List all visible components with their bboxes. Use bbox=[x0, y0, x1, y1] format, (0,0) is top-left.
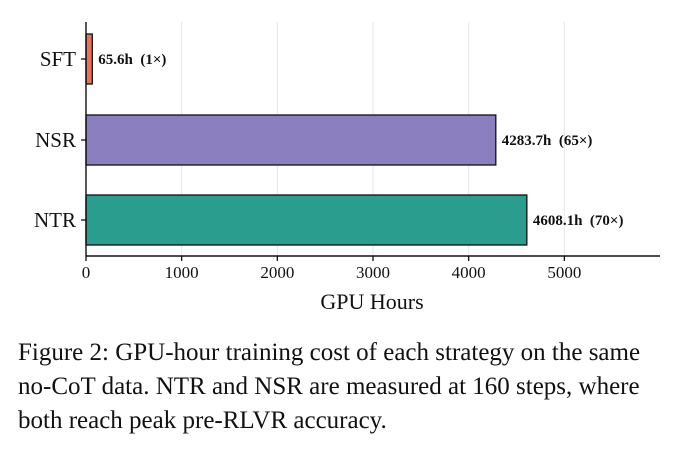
x-tick-label-5000: 5000 bbox=[547, 263, 581, 282]
y-tick-label-sft: SFT bbox=[40, 47, 76, 71]
y-tick-label-nsr: NSR bbox=[35, 128, 76, 152]
labels: 65.6h (1×) SFT 4283.7h (65×) NSR 4608.1h (70… bbox=[34, 47, 623, 282]
bars bbox=[85, 33, 528, 246]
x-axis-label: GPU Hours bbox=[320, 289, 423, 314]
data-label-ntr: 4608.1h (70×) bbox=[533, 213, 624, 229]
x-tick-label-3000: 3000 bbox=[356, 263, 390, 282]
y-tick-label-ntr: NTR bbox=[34, 208, 76, 232]
x-tick-label-1000: 1000 bbox=[165, 263, 199, 282]
x-tick-label-4000: 4000 bbox=[452, 263, 486, 282]
x-tick-label-2000: 2000 bbox=[260, 263, 294, 282]
axes bbox=[81, 22, 660, 261]
data-label-sft: 65.6h (1×) bbox=[98, 52, 166, 68]
bar-sft bbox=[85, 33, 93, 85]
bar-ntr bbox=[85, 194, 528, 246]
bar-chart: 65.6h (1×) SFT 4283.7h (65×) NSR 4608.1h (70… bbox=[34, 22, 660, 314]
bar-nsr bbox=[85, 114, 497, 166]
data-label-nsr: 4283.7h (65×) bbox=[502, 133, 593, 149]
x-tick-label-0: 0 bbox=[82, 263, 91, 282]
figure-caption: Figure 2: GPU-hour training cost of each… bbox=[18, 339, 641, 434]
